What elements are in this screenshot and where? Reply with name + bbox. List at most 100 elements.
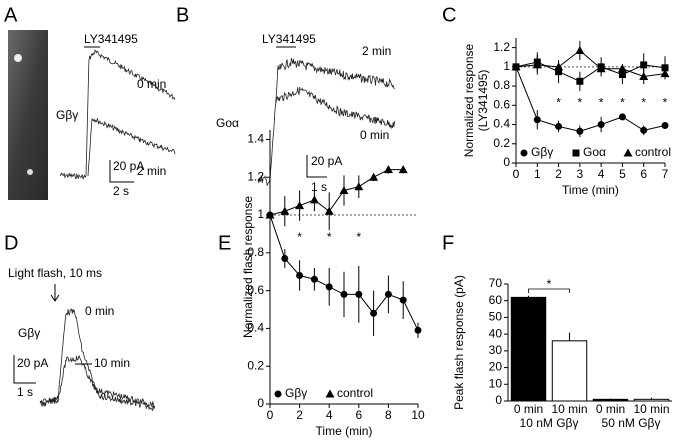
marker — [576, 127, 584, 135]
y-tick-label: 1 — [503, 59, 510, 73]
y-tick-label: 0 — [503, 155, 510, 169]
y-tick-label: 0.4 — [247, 321, 264, 335]
trace — [59, 49, 176, 180]
y-tick-label: 50 — [489, 310, 503, 324]
marker — [274, 390, 282, 398]
x-tick-label: 3 — [577, 167, 584, 181]
marker — [618, 71, 626, 79]
bar — [633, 398, 670, 402]
scale-bar — [109, 160, 134, 183]
marker — [280, 206, 290, 215]
legend-label: Gβγ — [531, 145, 553, 159]
trace-label: 10 min — [94, 356, 130, 370]
annotation: * — [620, 96, 625, 110]
marker — [265, 210, 275, 219]
series-line — [515, 61, 666, 82]
x-tick-label: 5 — [619, 167, 626, 181]
y-tick-label: 40 — [489, 326, 503, 340]
scale-label: 2 s — [113, 184, 129, 198]
marker — [295, 201, 305, 210]
y-tick-label: 1.2 — [247, 169, 264, 183]
trace-label: 0 min — [85, 304, 114, 318]
trace — [257, 57, 395, 187]
y-tick-label: 0.8 — [247, 245, 264, 259]
marker — [572, 149, 580, 157]
y-tick-label: 0.6 — [247, 283, 264, 297]
panel-letter: B — [176, 4, 189, 26]
annotation: * — [327, 230, 332, 244]
x-tick-label: 10 min — [633, 402, 669, 416]
trace-label: 0 min — [360, 128, 389, 142]
marker — [398, 165, 408, 174]
scale-label: 1 s — [17, 385, 33, 399]
panel-letter: C — [442, 4, 456, 26]
trace — [275, 86, 395, 130]
marker — [639, 71, 649, 80]
trace-label: 0 min — [137, 77, 166, 91]
marker — [511, 62, 521, 71]
marker — [355, 290, 363, 298]
y-tick-label: 70 — [489, 276, 503, 290]
trace — [39, 355, 155, 412]
annotation: * — [556, 96, 561, 110]
x-tick-label: 6 — [640, 167, 647, 181]
y-axis-label: (LY341495) — [476, 70, 490, 132]
series-line — [515, 49, 666, 77]
panel-letter: A — [4, 4, 18, 26]
annotation: * — [663, 96, 668, 110]
y-axis-label: Peak flash response (pA) — [452, 275, 466, 410]
y-tick-label: 0.4 — [493, 117, 510, 131]
annotation: * — [297, 230, 302, 244]
drug-label: LY341495 — [84, 32, 138, 46]
x-tick-label: 10 — [411, 408, 425, 422]
scale-bar — [13, 355, 36, 384]
y-axis-label: Normalized flash response — [241, 196, 255, 338]
trace-label: 2 min — [137, 164, 166, 178]
x-tick-label: 0 min — [596, 402, 625, 416]
x-tick-label: 1 — [534, 167, 541, 181]
marker — [339, 185, 349, 194]
annotation: * — [356, 230, 361, 244]
marker — [384, 290, 392, 298]
marker — [575, 46, 585, 54]
y-tick-label: 1.2 — [493, 40, 510, 54]
stimulus-label: Light flash, 10 ms — [8, 266, 102, 280]
drug-label: LY341495 — [262, 32, 316, 46]
panel-letter: F — [442, 232, 454, 254]
marker — [576, 77, 584, 85]
x-tick-label: 7 — [662, 167, 669, 181]
x-tick-label: 2 — [296, 408, 303, 422]
marker — [596, 64, 606, 73]
trace-label: 2 min — [362, 44, 391, 58]
x-tick-label: 8 — [385, 408, 392, 422]
cell-image — [14, 54, 22, 62]
cell-image — [27, 169, 33, 175]
scale-label: 20 pA — [311, 154, 342, 168]
y-tick-label: 60 — [489, 293, 503, 307]
trace-label: Gβγ — [56, 108, 78, 122]
marker — [370, 309, 378, 317]
significance-bracket — [528, 288, 570, 294]
marker — [623, 148, 633, 157]
trace — [39, 308, 156, 409]
scale-bar — [306, 155, 327, 178]
annotation: * — [547, 277, 552, 291]
y-tick-label: 10 — [489, 376, 503, 390]
y-tick-label: 1 — [257, 207, 264, 221]
marker — [533, 116, 541, 124]
marker — [310, 275, 318, 283]
y-tick-label: 0.6 — [493, 97, 510, 111]
marker — [618, 113, 626, 121]
scale-label: 20 pA — [17, 356, 48, 370]
marker — [597, 121, 605, 129]
x-tick-label: 4 — [598, 167, 605, 181]
legend-label: Gβγ — [285, 386, 307, 400]
x-tick-label: 10 min — [551, 402, 587, 416]
marker — [369, 172, 379, 181]
legend-label: control — [635, 145, 671, 159]
bar — [592, 398, 629, 402]
marker — [661, 122, 669, 129]
x-tick-label: 2 — [555, 167, 562, 181]
marker — [354, 182, 364, 191]
